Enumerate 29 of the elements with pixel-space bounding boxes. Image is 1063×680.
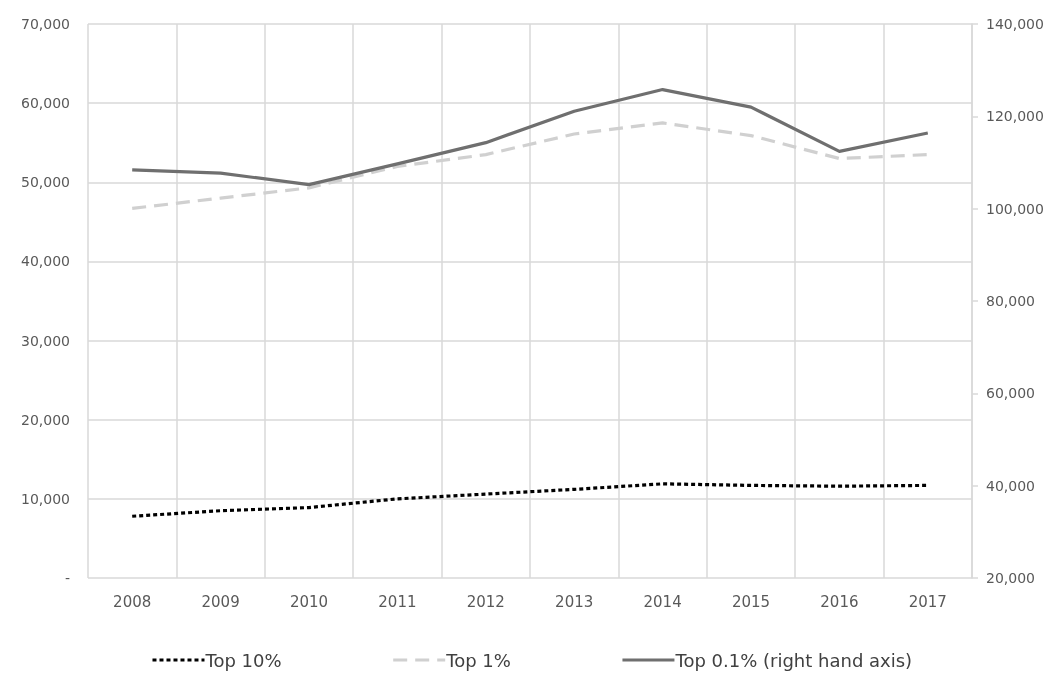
x-tick-label: 2009 [201, 592, 240, 611]
y-tick-label: 50,000 [21, 174, 70, 191]
legend-label: Top 10% [204, 649, 282, 671]
x-tick-label: 2014 [643, 592, 682, 611]
x-tick-label: 2008 [113, 592, 152, 611]
y-tick-label: 70,000 [21, 16, 70, 32]
x-tick-label: 2010 [289, 592, 329, 611]
x-tick-label: 2012 [466, 592, 505, 611]
y-tick-label: 20,000 [21, 411, 70, 428]
y2-tick-label: 60,000 [986, 385, 1035, 402]
y-tick-label: 40,000 [21, 253, 70, 270]
y-tick-label: 10,000 [21, 490, 70, 507]
x-tick-label: 2011 [378, 592, 417, 611]
legend-label: Top 1% [445, 649, 511, 671]
y2-tick-label: 40,000 [986, 477, 1035, 494]
line-series [130, 87, 930, 187]
legend-label: Top 0.1% (right hand axis) [674, 649, 913, 671]
y2-tick-label: 80,000 [986, 293, 1035, 309]
x-tick-label: 2015 [731, 592, 771, 611]
y-tick-label: - [64, 570, 70, 586]
y-tick-label: 30,000 [21, 332, 70, 349]
y-tick-label: 60,000 [21, 95, 70, 112]
y2-tick-label: 100,000 [986, 200, 1044, 217]
y2-tick-label: 140,000 [986, 16, 1044, 32]
x-tick-label: 2013 [555, 592, 594, 611]
y2-tick-label: 120,000 [986, 108, 1044, 125]
x-tick-label: 2017 [908, 592, 947, 611]
y2-tick-label: 20,000 [986, 570, 1035, 586]
x-tick-label: 2016 [820, 592, 859, 611]
